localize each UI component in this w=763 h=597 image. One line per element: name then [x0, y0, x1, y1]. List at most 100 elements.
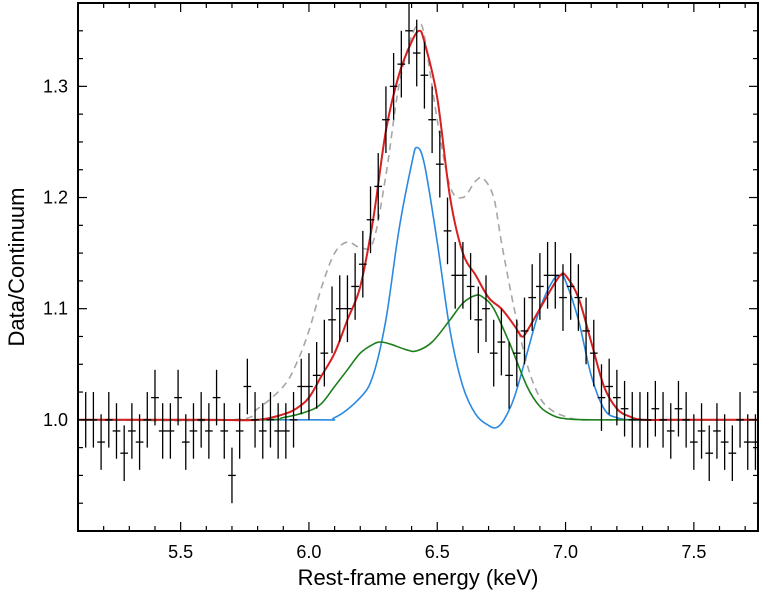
x-axis-label: Rest-frame energy (keV) — [298, 565, 539, 590]
series-line-alternative-model — [78, 23, 758, 422]
data-point — [297, 358, 306, 415]
data-point — [312, 342, 321, 409]
data-point — [343, 275, 352, 343]
series-line-component-1 — [78, 146, 758, 429]
data-point — [181, 414, 190, 470]
y-tick-label: 1.3 — [43, 76, 68, 96]
data-point — [682, 392, 690, 448]
plot-frame — [77, 2, 759, 532]
data-point — [505, 342, 513, 409]
data-point — [751, 414, 758, 470]
data-point — [97, 414, 105, 470]
data-point — [243, 358, 252, 415]
data-point — [412, 19, 421, 87]
data-point — [435, 130, 444, 198]
data-point — [451, 241, 460, 309]
data-point — [289, 392, 298, 448]
data-point — [189, 403, 198, 459]
data-point — [366, 186, 375, 254]
data-point — [743, 414, 752, 470]
data-point — [235, 403, 244, 459]
data-point — [574, 264, 583, 331]
data-point — [120, 425, 129, 481]
data-point — [566, 253, 575, 320]
data-point — [389, 53, 398, 120]
data-point — [174, 369, 182, 426]
data-point — [613, 369, 621, 426]
data-point — [212, 369, 221, 426]
data-point — [205, 403, 213, 459]
data-point — [305, 353, 313, 420]
data-point — [520, 297, 529, 365]
data-point — [736, 392, 744, 448]
data-point — [459, 241, 467, 309]
data-point — [320, 319, 329, 387]
data-point — [628, 392, 637, 448]
data-point — [89, 392, 98, 448]
data-point — [143, 392, 152, 448]
series-line-total-model — [78, 29, 758, 422]
x-tick-label: 5.5 — [168, 542, 193, 562]
y-tick-label: 1.1 — [43, 299, 68, 319]
data-point — [328, 286, 336, 354]
data-point — [443, 197, 452, 265]
data-point — [382, 86, 390, 154]
data-point — [666, 403, 675, 459]
data-point — [720, 414, 729, 470]
y-axis-label: Data/Continuum — [4, 188, 29, 347]
data-point — [358, 230, 367, 298]
data-point — [274, 403, 282, 459]
data-point — [266, 392, 275, 448]
data-point — [197, 392, 206, 448]
data-point — [690, 414, 698, 470]
data-point — [428, 86, 436, 154]
data-point — [482, 275, 490, 343]
data-point — [420, 41, 429, 109]
series-layer — [78, 23, 758, 429]
x-tick-label: 6.5 — [425, 542, 450, 562]
data-point — [405, 3, 413, 65]
data-point — [258, 403, 267, 459]
data-point — [466, 253, 475, 320]
x-tick-label: 6.0 — [296, 542, 321, 562]
y-tick-label: 1.0 — [43, 410, 68, 430]
data-point — [697, 403, 706, 459]
data-point — [528, 264, 537, 331]
data-point — [151, 369, 159, 426]
data-point — [674, 380, 683, 437]
data-point — [158, 403, 167, 459]
data-point — [374, 153, 383, 220]
data-point — [104, 392, 113, 448]
data-point — [228, 447, 236, 504]
data-point — [135, 414, 144, 470]
data-point — [651, 380, 660, 437]
data-point — [543, 241, 552, 309]
y-tick-label: 1.2 — [43, 188, 68, 208]
data-point — [282, 403, 290, 459]
data-point — [397, 30, 406, 98]
data-point — [112, 403, 121, 459]
data-point — [597, 364, 606, 431]
data-point — [128, 403, 136, 459]
data-point — [643, 392, 652, 448]
data-point — [713, 403, 721, 459]
x-tick-label: 7.0 — [553, 542, 578, 562]
data-point — [589, 319, 598, 387]
data-point — [659, 392, 667, 448]
data-point — [605, 358, 614, 415]
data-point — [166, 403, 175, 459]
data-point — [220, 403, 229, 459]
data-point — [728, 425, 737, 481]
data-point — [474, 286, 483, 354]
data-point — [582, 297, 590, 365]
data-point — [335, 275, 344, 343]
series-line-component-2 — [78, 294, 758, 421]
data-point — [705, 425, 714, 481]
data-point — [489, 319, 498, 387]
data-point — [512, 319, 521, 387]
data-point — [551, 241, 560, 309]
data-points-layer — [81, 3, 758, 504]
data-point — [559, 264, 567, 331]
x-tick-label: 7.5 — [681, 542, 706, 562]
